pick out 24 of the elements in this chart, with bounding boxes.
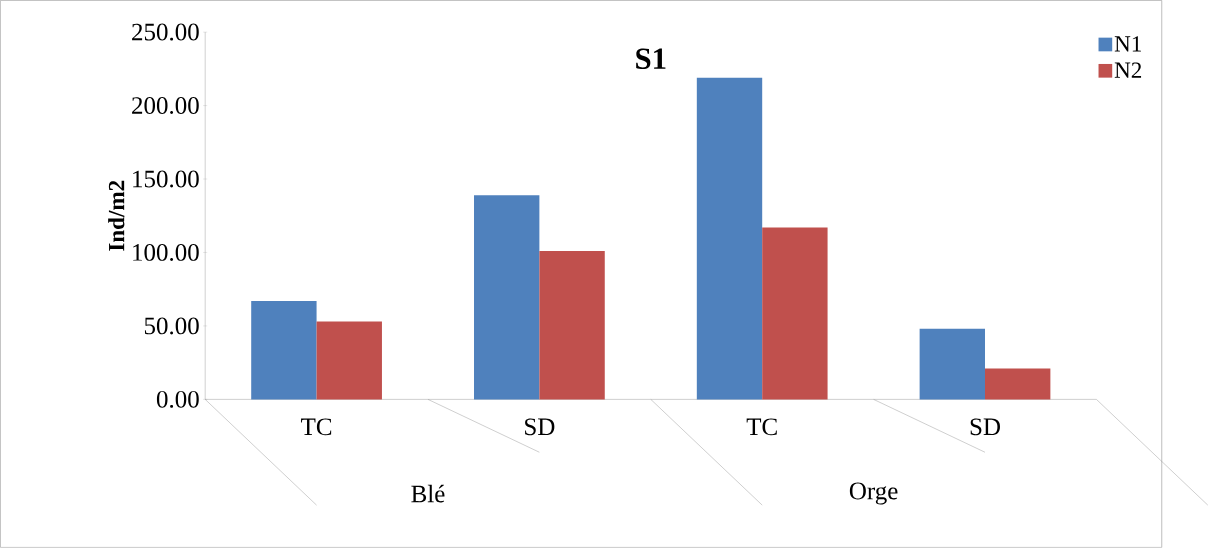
bar: [251, 301, 317, 400]
y-tick-label: 0.00: [156, 390, 199, 408]
x-tick-label: SD: [970, 418, 1000, 436]
y-axis-title: Ind/m2: [108, 180, 125, 251]
text: Orge: [849, 482, 898, 505]
bar: [762, 227, 828, 400]
legend-label: N1: [1114, 36, 1141, 52]
bar: [919, 328, 986, 400]
y-tick-label: 250.00: [132, 23, 199, 41]
x-tick-label: TC: [746, 418, 777, 436]
y-tick-label: 200.00: [132, 97, 199, 115]
bar: [539, 251, 605, 400]
text: Blé: [411, 484, 445, 503]
x-tick-label: SD: [525, 418, 555, 436]
bar: [316, 321, 382, 400]
bar: [985, 368, 1051, 400]
bar: [474, 195, 540, 400]
bar: [696, 77, 763, 400]
y-tick-label: 100.00: [133, 244, 199, 262]
y-tick-label: 50.00: [144, 317, 199, 335]
x-tick-label: TC: [301, 418, 332, 436]
y-tick-label: 150.00: [133, 170, 199, 188]
legend-label: N2: [1114, 62, 1142, 78]
chart-title: S1: [636, 48, 666, 70]
